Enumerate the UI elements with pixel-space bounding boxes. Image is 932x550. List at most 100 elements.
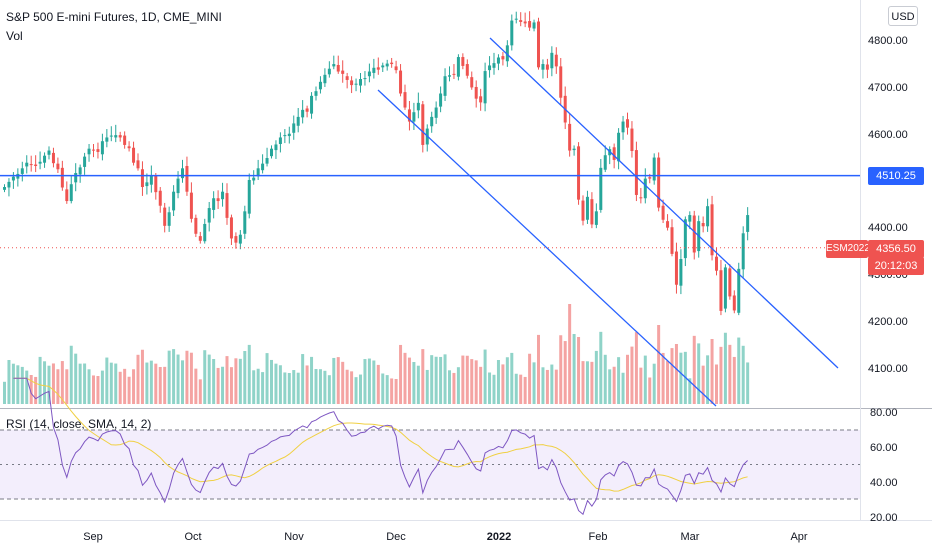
volume-bar — [51, 363, 55, 404]
candle — [603, 145, 607, 173]
volume-bar — [207, 354, 211, 404]
candle — [327, 61, 331, 78]
rsi-ma-line — [13, 377, 748, 492]
countdown-tag: 20:12:03 — [868, 257, 924, 275]
chart-title[interactable]: S&P 500 E-mini Futures, 1D, CME_MINI — [6, 10, 222, 24]
candle — [519, 12, 523, 27]
volume-bar — [372, 360, 376, 404]
rsi-line — [13, 377, 748, 516]
volume-bar — [403, 352, 407, 404]
candle — [674, 242, 678, 294]
currency-button[interactable]: USD — [888, 6, 918, 26]
rsi-indicator-label[interactable]: RSI (14, close, SMA, 14, 2) — [6, 417, 152, 431]
candle — [723, 264, 727, 313]
candle — [741, 226, 745, 279]
candle — [559, 57, 563, 105]
candle — [323, 68, 327, 87]
time-tick-dec: Dec — [386, 531, 406, 543]
volume-bar — [603, 354, 607, 404]
volume-bar — [154, 363, 158, 404]
candle — [746, 207, 750, 241]
rsi-axis[interactable]: 80.00 60.00 40.00 20.00 — [870, 407, 898, 524]
candle — [252, 170, 256, 185]
volume-bar — [270, 359, 273, 404]
volume-bar — [354, 377, 358, 404]
candle — [479, 88, 483, 111]
candle — [710, 195, 714, 261]
time-axis[interactable]: Sep Oct Nov Dec 2022 Feb Mar Apr — [83, 531, 808, 543]
candle — [372, 58, 376, 79]
volume-bar — [176, 354, 180, 404]
candle — [278, 132, 282, 153]
volume-bar — [599, 331, 603, 404]
candle — [666, 214, 670, 231]
candle — [577, 142, 581, 205]
volume-bar — [336, 357, 340, 404]
candle — [87, 144, 91, 162]
volume-bar — [29, 375, 33, 404]
candle — [296, 108, 300, 133]
volume-bar — [158, 367, 162, 404]
volume-bar — [501, 364, 505, 404]
candle — [465, 59, 469, 79]
candle — [194, 214, 198, 238]
volume-bar — [385, 375, 389, 404]
candle — [505, 40, 509, 67]
volume-bar — [261, 372, 265, 404]
candle — [737, 262, 741, 316]
candle — [7, 178, 11, 197]
candle — [403, 84, 407, 110]
candle — [679, 249, 683, 295]
volume-bar — [87, 369, 91, 404]
candle — [692, 210, 696, 260]
trendline-upper[interactable] — [489, 37, 839, 369]
candle — [38, 151, 42, 170]
time-tick-sep: Sep — [83, 531, 103, 543]
candle — [359, 72, 362, 93]
volume-bar — [172, 349, 176, 404]
volume-bar — [127, 376, 131, 404]
last-price-tag: 4356.50 — [868, 240, 924, 258]
volume-bar — [109, 362, 113, 404]
volume-bar — [345, 369, 349, 404]
volume-bar — [60, 361, 64, 404]
trendline-lower[interactable] — [377, 89, 717, 407]
volume-bar — [639, 367, 643, 404]
candle — [65, 181, 69, 204]
volume-bar — [43, 361, 47, 404]
candle — [51, 147, 55, 168]
candle — [96, 142, 100, 159]
volume-bar — [550, 364, 554, 404]
volume-bar — [234, 358, 238, 404]
volume-bar — [425, 369, 429, 404]
candle — [301, 100, 305, 124]
candle — [496, 54, 500, 71]
volume-bar — [528, 353, 532, 404]
candle — [172, 185, 176, 217]
candle — [639, 187, 643, 204]
candle — [483, 62, 487, 112]
candle — [292, 115, 296, 140]
volume-bar — [657, 325, 661, 404]
candle — [492, 52, 496, 75]
candle — [127, 141, 131, 152]
volume-bar — [16, 365, 20, 404]
volume-bar — [496, 360, 500, 404]
candle — [407, 100, 411, 131]
candle — [434, 101, 438, 124]
price-axis[interactable]: 4800.00 4700.00 4600.00 4400.00 4300.00 … — [868, 35, 908, 375]
volume-bar — [140, 349, 144, 404]
volume-bar — [541, 367, 545, 404]
volume-bar — [363, 359, 367, 404]
candle — [256, 159, 260, 181]
volume-bar — [505, 357, 509, 404]
volume-bar — [301, 354, 305, 404]
time-tick-2022: 2022 — [487, 531, 511, 543]
candle — [634, 141, 638, 202]
volume-bar — [421, 349, 425, 404]
candle — [145, 173, 149, 195]
volume-bar — [581, 361, 585, 404]
volume-label[interactable]: Vol — [6, 29, 23, 43]
